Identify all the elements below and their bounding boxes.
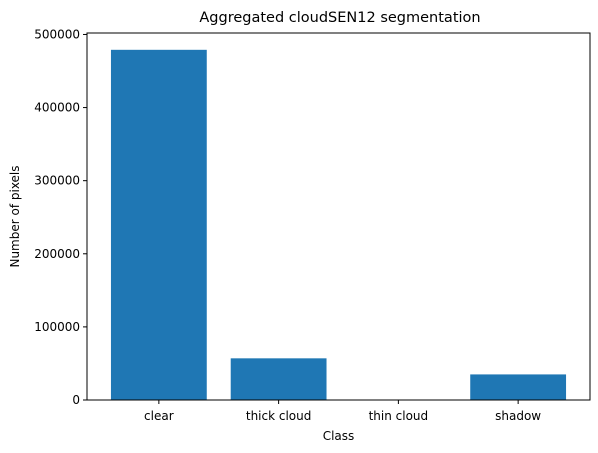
y-tick-label: 500000: [34, 27, 80, 41]
bars-group: [110, 49, 567, 401]
y-tick-label: 200000: [34, 247, 80, 261]
y-axis: 0 100000 200000 300000 400000 500000: [34, 27, 87, 407]
y-axis-label: Number of pixels: [8, 165, 22, 267]
chart-title: Aggregated cloudSEN12 segmentation: [199, 10, 480, 26]
x-tick-label: thin cloud: [369, 409, 429, 423]
bar-shadow: [470, 374, 567, 400]
x-axis-label: Class: [323, 429, 355, 443]
plot-frame: [86, 32, 591, 401]
bar-clear: [110, 49, 207, 401]
y-tick-label: 300000: [34, 174, 80, 188]
x-tick-label: clear: [144, 409, 174, 423]
x-tick-label: thick cloud: [246, 409, 312, 423]
y-tick-label: 0: [72, 393, 80, 407]
bar-thick-cloud: [230, 358, 327, 400]
y-tick-label: 100000: [34, 320, 80, 334]
x-axis: clear thick cloud thin cloud shadow: [144, 400, 541, 423]
y-tick-label: 400000: [34, 101, 80, 115]
x-tick-label: shadow: [495, 409, 541, 423]
